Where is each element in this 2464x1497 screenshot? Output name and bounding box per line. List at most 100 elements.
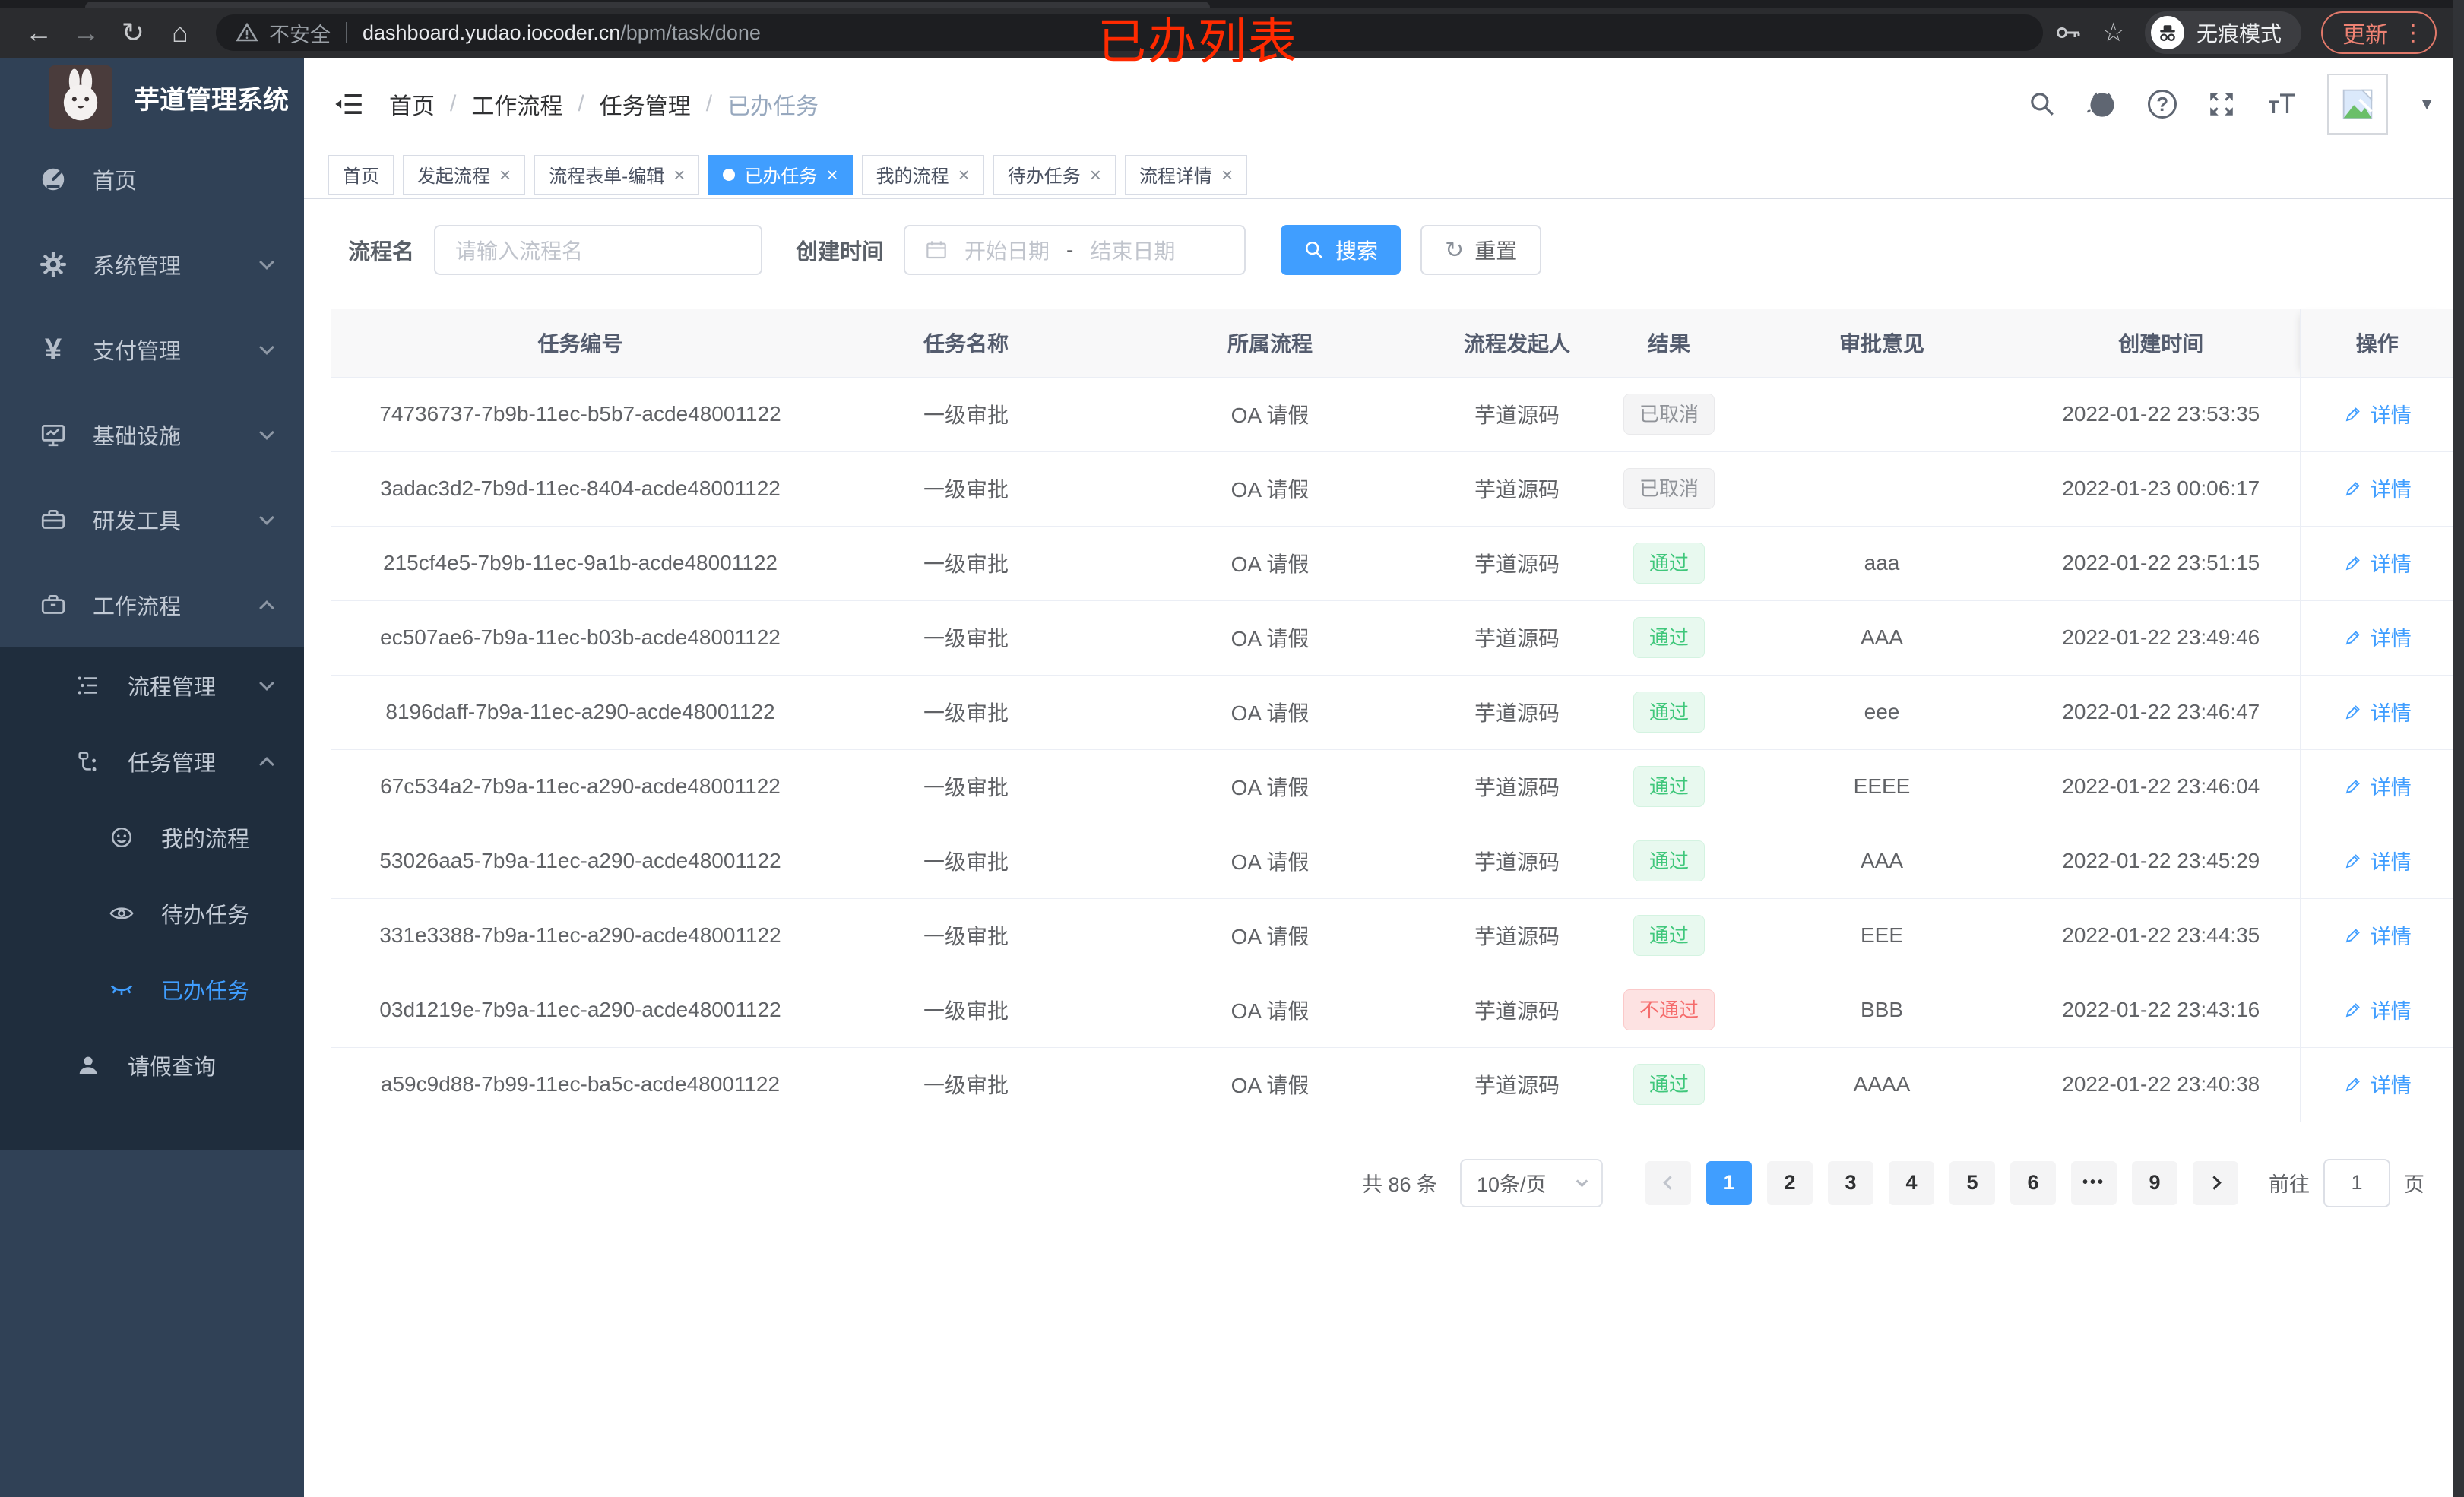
actions-cell: 详情 <box>2299 600 2454 676</box>
detail-button[interactable]: 详情 <box>2343 622 2412 652</box>
tab-process-detail[interactable]: 流程详情 × <box>1124 154 1248 195</box>
col-starter: 流程发起人 <box>1437 309 1597 378</box>
breadcrumb: 首页 / 工作流程 / 任务管理 / 已办任务 <box>389 87 819 121</box>
table-row[interactable]: 3adac3d2-7b9d-11ec-8404-acde48001122 一级审… <box>331 451 2454 527</box>
table-row[interactable]: ec507ae6-7b9a-11ec-b03b-acde48001122 一级审… <box>331 600 2454 676</box>
created-time-cell: 2022-01-22 23:51:15 <box>2022 526 2300 601</box>
incognito-label: 无痕模式 <box>2196 22 2282 46</box>
detail-button[interactable]: 详情 <box>2343 1069 2412 1099</box>
close-icon[interactable]: × <box>1089 163 1101 186</box>
table-row[interactable]: 67c534a2-7b9a-11ec-a290-acde48001122 一级审… <box>331 749 2454 824</box>
comment-cell: EEE <box>1741 898 2022 973</box>
detail-button[interactable]: 详情 <box>2343 399 2412 429</box>
address-bar[interactable]: 不安全 dashboard.yudao.iocoder.cn/bpm/task/… <box>216 14 2043 51</box>
forward-icon[interactable]: → <box>72 17 100 48</box>
page-button-3[interactable]: 3 <box>1828 1160 1873 1205</box>
detail-button[interactable]: 详情 <box>2343 846 2412 875</box>
sidebar-item-my-process[interactable]: 我的流程 <box>0 799 304 875</box>
tab-done-tasks[interactable]: 已办任务 × <box>708 154 853 195</box>
page-button-9[interactable]: 9 <box>2132 1160 2177 1205</box>
starter-cell: 芋道源码 <box>1437 600 1597 676</box>
sidebar-item-home[interactable]: 首页 <box>0 137 304 222</box>
sidebar-item-done-tasks[interactable]: 已办任务 <box>0 951 304 1027</box>
tab-home[interactable]: 首页 <box>328 154 394 195</box>
close-icon[interactable]: × <box>1221 163 1234 186</box>
logo[interactable]: 芋道管理系统 <box>0 58 304 137</box>
page-button-1[interactable]: 1 <box>1706 1160 1752 1205</box>
sidebar-item-task-mgmt[interactable]: 任务管理 <box>0 723 304 799</box>
task-id-cell: 53026aa5-7b9a-11ec-a290-acde48001122 <box>331 824 829 899</box>
detail-button[interactable]: 详情 <box>2343 473 2412 503</box>
starter-cell: 芋道源码 <box>1437 377 1597 452</box>
prev-page-button[interactable] <box>1645 1160 1691 1205</box>
detail-button[interactable]: 详情 <box>2343 548 2412 578</box>
comment-cell: AAA <box>1741 824 2022 899</box>
fullscreen-icon[interactable] <box>2207 90 2236 119</box>
table-row[interactable]: 331e3388-7b9a-11ec-a290-acde48001122 一级审… <box>331 898 2454 973</box>
reset-button[interactable]: ↻ 重置 <box>1420 225 1542 275</box>
page-button-5[interactable]: 5 <box>1949 1160 1995 1205</box>
detail-button[interactable]: 详情 <box>2343 995 2412 1024</box>
tab-my-process[interactable]: 我的流程 × <box>861 154 984 195</box>
close-icon[interactable]: × <box>958 163 970 186</box>
browser-menu-icon[interactable]: ⋮ <box>2402 20 2424 46</box>
process-name-input[interactable]: 请输入流程名 <box>434 225 763 275</box>
back-icon[interactable]: ← <box>25 17 52 48</box>
sidebar-item-todo-tasks[interactable]: 待办任务 <box>0 875 304 951</box>
page-button-2[interactable]: 2 <box>1767 1160 1813 1205</box>
avatar-caret-icon[interactable]: ▼ <box>2418 94 2435 113</box>
comment-cell: BBB <box>1741 973 2022 1048</box>
more-pages-button[interactable]: ••• <box>2071 1160 2117 1205</box>
bookmark-star-icon[interactable]: ☆ <box>2101 18 2125 47</box>
table-row[interactable]: a59c9d88-7b99-11ec-ba5c-acde48001122 一级审… <box>331 1047 2454 1122</box>
sidebar-item-leave-query[interactable]: 请假查询 <box>0 1027 304 1103</box>
close-icon[interactable]: × <box>499 163 511 186</box>
close-icon[interactable]: × <box>826 163 838 186</box>
home-icon[interactable]: ⌂ <box>172 17 188 48</box>
table-row[interactable]: 8196daff-7b9a-11ec-a290-acde48001122 一级审… <box>331 675 2454 750</box>
page-button-4[interactable]: 4 <box>1889 1160 1934 1205</box>
search-icon[interactable] <box>2028 90 2057 119</box>
chevron-right-icon <box>2206 1176 2222 1190</box>
search-button[interactable]: 搜索 <box>1281 225 1401 275</box>
result-cell: 不通过 <box>1597 973 1741 1048</box>
tab-todo-tasks[interactable]: 待办任务 × <box>993 154 1116 195</box>
help-icon[interactable]: ? <box>2148 90 2177 119</box>
github-icon[interactable] <box>2087 89 2117 119</box>
collapse-sidebar-icon[interactable] <box>333 89 363 119</box>
start-date-placeholder[interactable]: 开始日期 <box>964 239 1050 263</box>
detail-button[interactable]: 详情 <box>2343 771 2412 801</box>
detail-button[interactable]: 详情 <box>2343 920 2412 950</box>
avatar[interactable] <box>2327 74 2389 135</box>
table-row[interactable]: 53026aa5-7b9a-11ec-a290-acde48001122 一级审… <box>331 824 2454 899</box>
sidebar-item-system[interactable]: 系统管理 <box>0 222 304 307</box>
goto-page-input[interactable]: 1 <box>2323 1158 2390 1207</box>
sidebar-item-workflow[interactable]: 工作流程 <box>0 562 304 647</box>
table-row[interactable]: 03d1219e-7b9a-11ec-a290-acde48001122 一级审… <box>331 973 2454 1048</box>
detail-button[interactable]: 详情 <box>2343 697 2412 726</box>
tab-form-edit[interactable]: 流程表单-编辑 × <box>534 154 700 195</box>
page-button-6[interactable]: 6 <box>2010 1160 2056 1205</box>
page-url[interactable]: dashboard.yudao.iocoder.cn/bpm/task/done <box>363 21 761 44</box>
sidebar-item-process-mgmt[interactable]: 流程管理 <box>0 647 304 723</box>
key-icon[interactable] <box>2055 19 2082 46</box>
date-range-input[interactable]: 开始日期 - 结束日期 <box>904 225 1246 275</box>
update-button[interactable]: 更新 ⋮ <box>2321 11 2437 54</box>
close-icon[interactable]: × <box>673 163 686 186</box>
sidebar-item-payment[interactable]: ¥ 支付管理 <box>0 307 304 392</box>
page-size-select[interactable]: 10条/页 <box>1460 1158 1603 1207</box>
breadcrumb-task-mgmt[interactable]: 任务管理 <box>599 94 691 119</box>
reload-icon[interactable]: ↻ <box>121 17 145 48</box>
browser-active-tab[interactable] <box>85 2 1210 8</box>
next-page-button[interactable] <box>2193 1160 2238 1205</box>
breadcrumb-home[interactable]: 首页 <box>389 94 435 119</box>
table-row[interactable]: 215cf4e5-7b9b-11ec-9a1b-acde48001122 一级审… <box>331 526 2454 601</box>
security-label[interactable]: 不安全 <box>269 23 331 46</box>
table-row[interactable]: 74736737-7b9b-11ec-b5b7-acde48001122 一级审… <box>331 377 2454 452</box>
font-size-icon[interactable] <box>2266 90 2297 119</box>
sidebar-item-devtools[interactable]: 研发工具 <box>0 477 304 562</box>
end-date-placeholder[interactable]: 结束日期 <box>1090 239 1176 263</box>
breadcrumb-workflow[interactable]: 工作流程 <box>471 94 563 119</box>
sidebar-item-infra[interactable]: 基础设施 <box>0 392 304 477</box>
tab-start-process[interactable]: 发起流程 × <box>403 154 526 195</box>
